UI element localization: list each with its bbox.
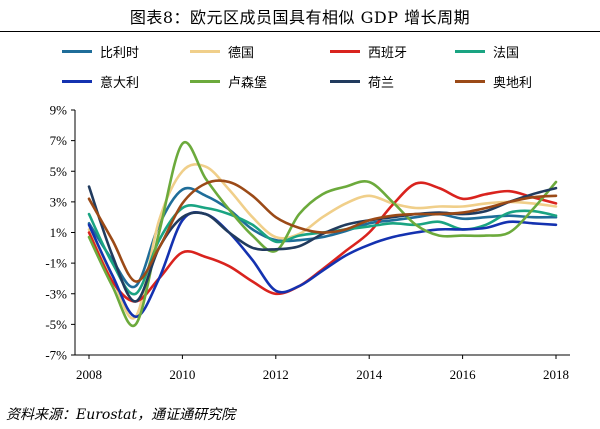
legend-item-4: 意大利 xyxy=(62,70,139,92)
y-tick-label-7: -5% xyxy=(45,317,67,332)
chart-title: 图表8：欧元区成员国具有相似 GDP 增长周期 xyxy=(129,8,471,27)
legend-item-2: 西班牙 xyxy=(330,40,407,62)
x-tick-label-3: 2014 xyxy=(356,367,383,382)
y-tick-label-8: -7% xyxy=(45,348,67,363)
x-tick-label-4: 2016 xyxy=(450,367,477,382)
y-tick-label-6: -3% xyxy=(45,286,67,301)
legend-item-1: 德国 xyxy=(190,40,254,62)
x-tick-label-2: 2012 xyxy=(263,367,289,382)
legend-label: 西班牙 xyxy=(368,45,408,61)
legend-item-7: 奥地利 xyxy=(455,70,532,92)
series-line-4 xyxy=(87,211,558,318)
series-line-7 xyxy=(87,179,558,283)
legend-item-0: 比利时 xyxy=(62,40,139,62)
legend-item-6: 荷兰 xyxy=(330,70,394,92)
legend-swatch xyxy=(330,79,360,83)
y-tick-label-5: -1% xyxy=(45,256,67,271)
legend-swatch xyxy=(190,49,220,53)
legend-swatch xyxy=(455,49,485,53)
y-tick-label-4: 1% xyxy=(50,225,68,240)
x-tick-label-0: 2008 xyxy=(76,367,102,382)
source-footer: 资料来源：Eurostat，通证通研究院 xyxy=(6,407,236,423)
legend-item-5: 卢森堡 xyxy=(190,70,267,92)
series-line-5 xyxy=(87,140,558,328)
legend-label: 奥地利 xyxy=(493,75,533,91)
y-tick-label-1: 7% xyxy=(50,133,68,148)
legend-swatch xyxy=(455,79,485,83)
legend-label: 荷兰 xyxy=(368,75,395,91)
legend-label: 德国 xyxy=(228,45,255,61)
legend: 比利时 德国 西班牙 法国意大利 卢森堡 荷兰 奥地利 xyxy=(0,40,600,104)
series-line-1 xyxy=(87,163,558,320)
legend-swatch xyxy=(190,79,220,83)
legend-swatch xyxy=(62,49,92,53)
y-tick-label-2: 5% xyxy=(50,164,68,179)
y-tick-label-3: 3% xyxy=(50,194,68,209)
legend-label: 卢森堡 xyxy=(228,75,268,91)
title-rule xyxy=(0,31,600,32)
legend-swatch xyxy=(62,79,92,83)
x-tick-label-1: 2010 xyxy=(169,367,195,382)
legend-label: 比利时 xyxy=(100,45,140,61)
legend-label: 意大利 xyxy=(100,75,140,91)
legend-item-3: 法国 xyxy=(455,40,519,62)
x-tick-label-5: 2018 xyxy=(543,367,569,382)
legend-swatch xyxy=(330,49,360,53)
legend-label: 法国 xyxy=(493,45,520,61)
y-tick-label-0: 9% xyxy=(50,103,68,118)
